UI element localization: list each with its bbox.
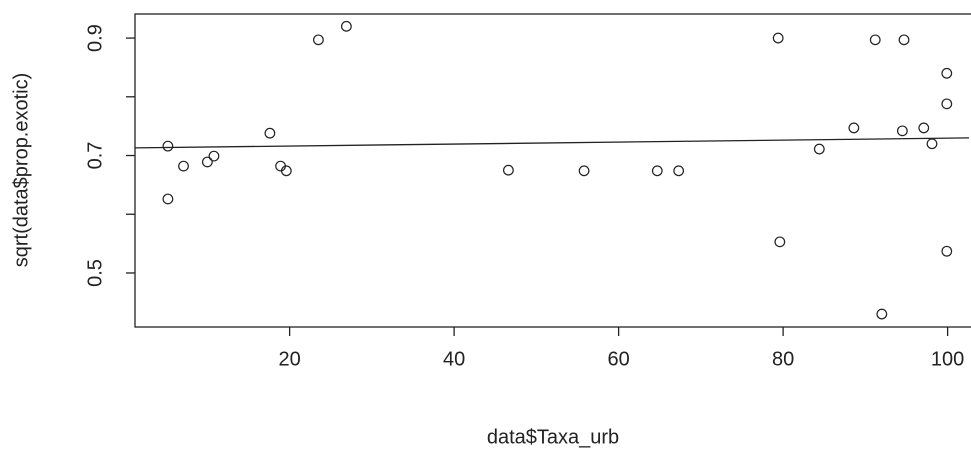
x-tick-label: 20: [279, 348, 301, 370]
point: [313, 34, 324, 46]
point: [772, 32, 784, 44]
point: [651, 165, 663, 177]
x-tick-label: 100: [931, 348, 964, 370]
point: [941, 98, 953, 110]
point: [162, 193, 174, 205]
plot-frame: [134, 13, 971, 328]
point: [926, 138, 938, 150]
y-tick-label: 0.7: [84, 142, 106, 170]
point: [848, 122, 860, 134]
x-tick-label: 40: [443, 348, 465, 370]
fit-line: [134, 137, 970, 149]
point: [201, 156, 213, 168]
x-tick-label: 80: [772, 348, 794, 370]
point: [918, 122, 930, 134]
point: [941, 67, 953, 79]
point: [869, 34, 881, 46]
point: [264, 127, 276, 139]
y-axis-title: sqrt(data$prop.exotic): [10, 73, 32, 268]
x-axis-title: data$Taxa_urb: [487, 426, 619, 448]
y-tick-label: 0.9: [84, 24, 106, 52]
x-tick-label: 60: [607, 348, 629, 370]
point: [162, 140, 174, 152]
point: [503, 164, 514, 176]
point: [578, 165, 590, 177]
y-tick-label: 0.5: [84, 259, 106, 287]
point: [774, 236, 786, 248]
point: [340, 20, 352, 32]
point: [898, 34, 910, 46]
point: [673, 165, 685, 177]
point: [280, 165, 292, 177]
point: [813, 143, 825, 155]
point: [178, 160, 189, 172]
point: [208, 150, 220, 162]
point: [896, 125, 908, 137]
point: [876, 308, 888, 320]
point: [941, 245, 953, 257]
